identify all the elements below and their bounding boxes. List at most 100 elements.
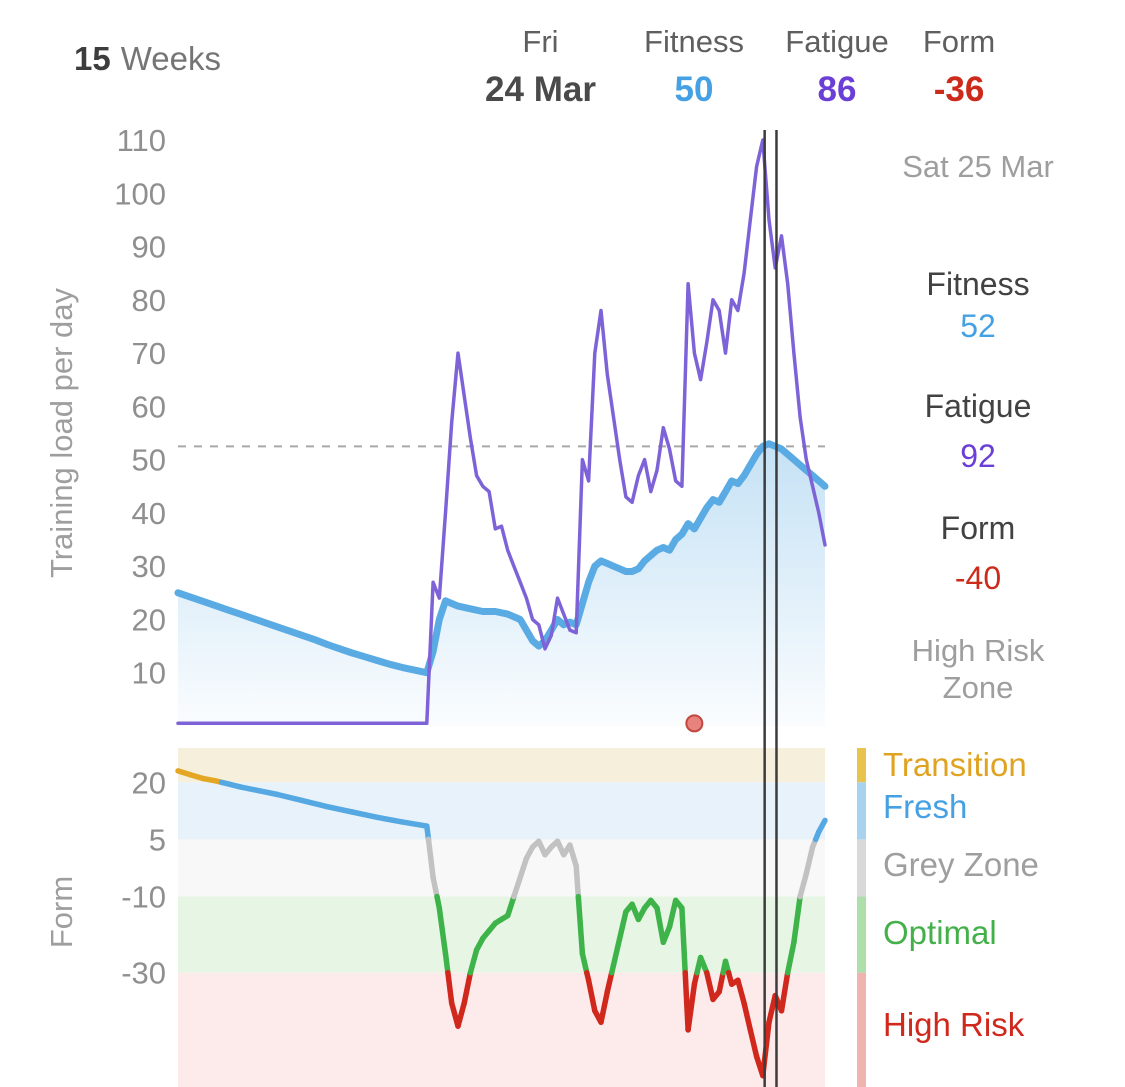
legend-optimal: Optimal [883,914,997,951]
legend-grey-zone: Grey Zone [883,846,1039,883]
form-line-segment [573,863,582,900]
form-line-segment [324,803,355,815]
header-fitness-label: Fitness [644,24,744,59]
main-y-tick-label: 70 [132,336,166,371]
form-line-segment [430,874,440,900]
form-line-segment [778,969,791,1014]
form-y-tick-label: 5 [149,822,166,857]
main-y-tick-label: 10 [132,656,166,691]
header-fatigue-label: Fatigue [785,24,889,59]
form-y-tick-label: -30 [121,956,166,991]
panel-fitness-label: Fitness [926,266,1030,302]
form-line-segment [461,969,474,1006]
header-stat-form: Form -36 [898,24,1020,110]
form-y-tick-label: -10 [121,880,166,915]
form-line-segment [797,870,810,900]
event-marker-dot[interactable] [685,714,704,733]
form-line-segment [803,844,816,877]
form-line-segment [685,981,698,1033]
panel-form-value: -40 [954,560,1002,596]
form-line-segment [610,935,623,968]
zone-strip-optimal [857,896,866,973]
form-line-segment [704,969,716,1003]
zone-band-high-risk [178,972,825,1087]
legend-fresh: Fresh [883,788,968,825]
form-line-segment [735,977,747,1006]
form-line-segment [716,969,726,995]
fatigue-line [176,138,827,726]
form-line-segment [436,905,449,957]
zone-strip-transition [857,748,866,783]
weeks-range-selector[interactable]: 15 Weeks [74,40,221,78]
zone-band-optimal [178,896,825,973]
fitness-line [174,440,829,677]
panel-fatigue-value: 92 [960,438,996,474]
weeks-label: Weeks [120,40,221,77]
form-line-segment [579,950,590,976]
header-fitness-value: 50 [674,70,714,109]
zone-band-grey-zone [178,839,825,897]
form-line-segment [399,819,430,829]
form-line-segment [598,989,611,1025]
form-line-segment [666,897,679,930]
zone-strip-high-risk [857,972,866,1087]
main-y-tick-label: 50 [132,443,166,478]
form-line-segment [256,787,281,798]
form-line-segment [274,791,306,804]
form-line-segment [467,947,480,976]
form-line-segment [374,814,405,825]
panel-fatigue-label: Fatigue [924,388,1032,424]
form-line-segment [299,797,331,810]
form-line-segment [604,969,615,995]
main-y-tick-label: 60 [132,389,166,424]
form-line-segment [784,939,797,976]
main-y-axis-title: Training load per day [44,287,79,578]
header-stat-fatigue: Fatigue 86 [768,24,906,110]
form-line-segment [442,950,451,976]
main-y-tick-label: 90 [132,230,166,265]
panel-fitness-value: 52 [960,308,996,344]
form-line-segment [616,909,629,942]
header-stat-fitness: Fitness 50 [615,24,773,110]
panel-risk-zone-label: High Risk Zone [911,633,1045,705]
header-date-value: 24 Mar [485,70,596,109]
form-line-segment [654,905,667,946]
main-y-tick-label: 20 [132,602,166,637]
zone-strip-grey-zone [857,839,866,897]
form-line-segment [679,905,688,976]
form-line-segment [575,893,586,957]
main-y-tick-label: 110 [117,123,166,158]
main-y-tick-label: 100 [114,176,166,211]
zone-band-fresh [178,782,825,840]
legend-high-risk: High Risk [883,1006,1025,1043]
header-form-label: Form [922,24,996,59]
form-line-segment [816,817,828,835]
form-line-segment [747,1027,760,1060]
form-y-tick-label: 20 [132,765,166,800]
form-line-segment [445,969,455,1006]
panel-form-label: Form [940,510,1016,546]
main-y-tick-label: 30 [132,549,166,584]
zone-strip-fresh [857,782,866,840]
form-line-segment [741,1000,754,1033]
form-line-segment [349,809,380,821]
form-y-axis-title: Form [44,876,79,948]
form-line-segment [585,977,598,1014]
form-line-segment [660,924,673,946]
form-line-segment [791,893,803,946]
form-line-segment [504,893,517,919]
weeks-value: 15 [74,40,111,77]
legend-transition: Transition [883,746,1027,783]
form-line-segment [567,842,579,869]
zone-band-transition [178,748,825,783]
form-line-segment [237,784,262,794]
form-line-segment [511,874,523,900]
header-stat-date: Fri 24 Mar [448,24,633,110]
form-line-segment [517,855,530,881]
form-line-segment [425,836,436,881]
header-date-label: Fri [522,24,559,59]
main-y-tick-label: 80 [132,283,166,318]
header-form-value: -36 [933,70,985,109]
